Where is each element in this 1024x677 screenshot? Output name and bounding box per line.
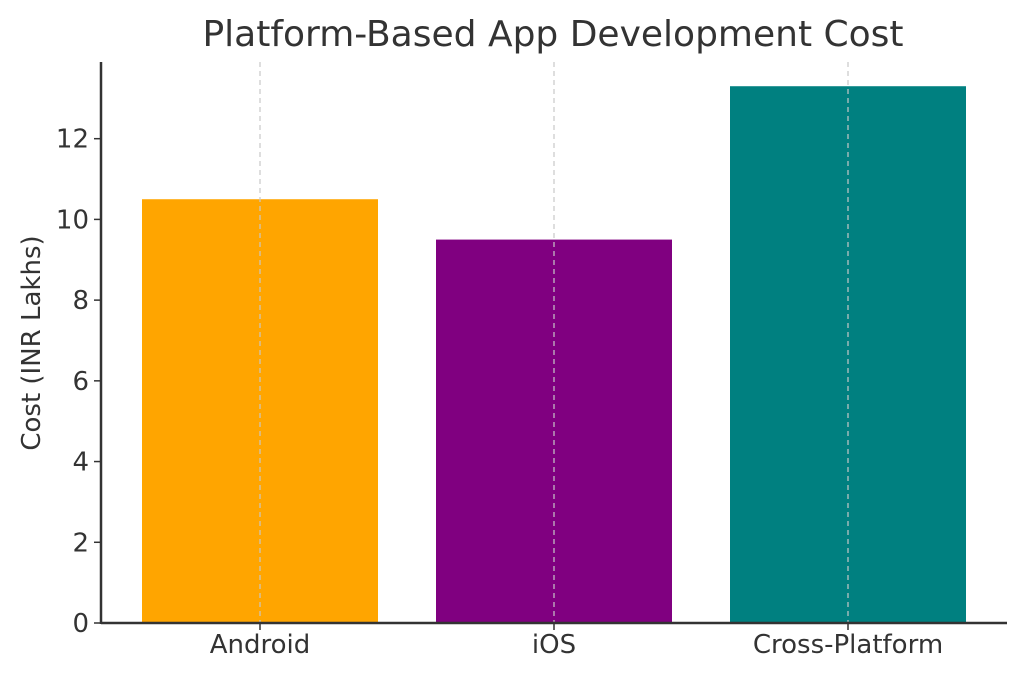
y-tick-label-10: 10 (56, 205, 89, 235)
y-tick-label-6: 6 (72, 367, 89, 397)
y-tick-label-2: 2 (72, 528, 89, 558)
plot-area: 0 2 4 6 8 10 12 Android iOS Cross-Platform (56, 62, 1007, 660)
y-tick-label-4: 4 (72, 448, 89, 478)
x-tick-label-android: Android (210, 630, 311, 660)
x-tick-label-cross-platform: Cross-Platform (753, 630, 943, 660)
y-axis-label: Cost (INR Lakhs) (17, 235, 47, 450)
chart-title: Platform-Based App Development Cost (202, 14, 903, 55)
y-tick-label-8: 8 (72, 286, 89, 316)
y-tick-label-12: 12 (56, 125, 89, 155)
y-tick-label-0: 0 (72, 609, 89, 639)
x-tick-label-ios: iOS (532, 630, 576, 660)
